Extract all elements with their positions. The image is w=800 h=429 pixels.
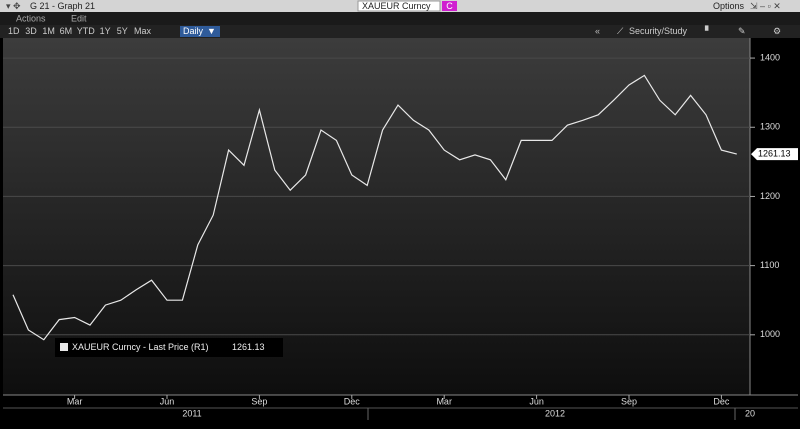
period-button[interactable]: Max (134, 26, 152, 36)
legend-box (55, 338, 283, 357)
edit-icon[interactable]: ✎ (738, 26, 746, 36)
frequency[interactable]: Daily (183, 26, 204, 36)
y-axis-area (750, 38, 798, 395)
window-icons: ▾ ✥ (6, 1, 21, 11)
legend: XAUEUR Curncy - Last Price (R1) 1261.13 (55, 338, 283, 357)
x-tick-label: Mar (436, 396, 452, 406)
security-tag-box (442, 1, 457, 11)
period-button[interactable]: 3D (25, 26, 37, 36)
security-name[interactable]: XAUEUR Curncy (362, 1, 431, 11)
annotate-icon[interactable]: ▘ (704, 25, 712, 36)
menu-item[interactable]: Actions (16, 13, 46, 23)
last-price-tag (751, 148, 798, 161)
security-box[interactable] (357, 0, 441, 12)
collapse-icon[interactable]: « (595, 26, 600, 36)
x-tick-label: Dec (344, 396, 361, 406)
y-tick-label: 1300 (760, 122, 780, 132)
x-tick-label: Sep (621, 396, 637, 406)
window-controls[interactable]: ⇲ – ▫ ✕ (750, 1, 781, 11)
year-label: 2011 (182, 408, 201, 418)
window-title: G 21 - Graph 21 (30, 1, 95, 11)
x-tick-label: Jun (160, 396, 175, 406)
year-label: 20 (745, 408, 755, 418)
frequency-box[interactable] (180, 26, 220, 37)
year-label: 2012 (545, 408, 565, 418)
last-price-label: 1261.13 (758, 149, 791, 159)
frequency-arrow[interactable]: ▼ (207, 26, 216, 36)
y-tick-label: 1200 (760, 191, 780, 201)
x-tick-label: Mar (67, 396, 83, 406)
y-tick-label: 1100 (760, 260, 779, 270)
period-button[interactable]: YTD (77, 26, 96, 36)
y-tick-label: 1000 (760, 329, 780, 339)
study-icon[interactable]: ⟋ (617, 26, 624, 36)
study-button[interactable]: Security/Study (629, 26, 688, 36)
period-button[interactable]: 1M (42, 26, 55, 36)
legend-swatch (60, 343, 68, 351)
period-button[interactable]: 1D (8, 26, 20, 36)
y-tick-label: 1400 (760, 52, 780, 62)
menu-item[interactable]: Edit (71, 13, 87, 23)
security-tag: C (446, 1, 453, 11)
x-tick-label: Dec (713, 396, 730, 406)
period-button[interactable]: 5Y (117, 26, 128, 36)
options-menu[interactable]: Options (713, 1, 745, 11)
x-tick-label: Jun (529, 396, 544, 406)
plot-area (3, 38, 750, 395)
x-tick-label: Sep (251, 396, 267, 406)
legend-value: 1261.13 (232, 342, 265, 352)
period-button[interactable]: 6M (60, 26, 73, 36)
legend-label: XAUEUR Curncy - Last Price (R1) (72, 342, 209, 352)
menu-bar (0, 12, 800, 25)
price-line (12, 74, 737, 341)
settings-icon[interactable]: ⚙ (773, 26, 781, 36)
period-button[interactable]: 1Y (100, 26, 111, 36)
